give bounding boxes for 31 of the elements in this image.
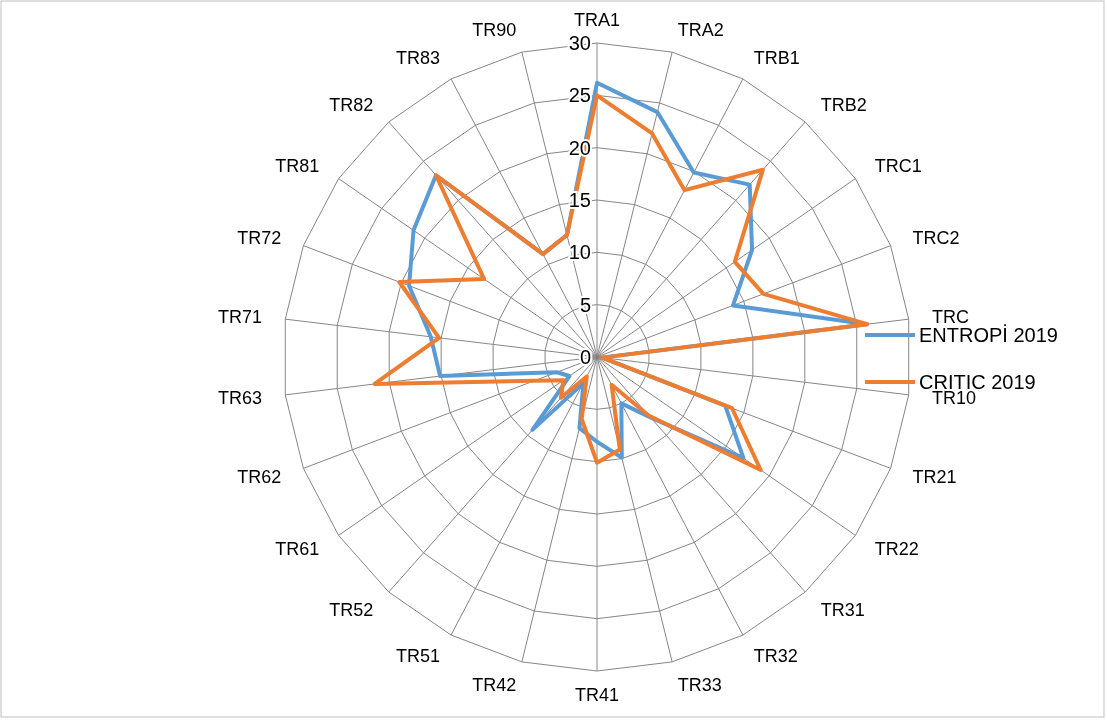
y-tick-label: 30	[568, 32, 591, 54]
spoke-label: TR81	[275, 155, 320, 176]
legend-label: ENTROPİ 2019	[919, 324, 1058, 346]
spoke-label: TRA1	[573, 9, 621, 30]
spoke-label: TR33	[677, 675, 722, 696]
y-tick-label: 10	[568, 241, 591, 264]
spoke-label: TR31	[820, 599, 865, 620]
spoke-label: TR21	[912, 467, 957, 487]
y-tick-label: 25	[568, 84, 591, 107]
spoke-label: TR82	[329, 94, 374, 115]
spoke-label: TR41	[574, 684, 620, 705]
y-tick-label: 5	[579, 293, 591, 316]
spoke-label: TR52	[329, 599, 374, 620]
spoke-label: TR72	[237, 227, 282, 248]
spoke-label: TR61	[275, 539, 320, 560]
spoke-label: TRC1	[874, 155, 922, 176]
y-tick-label: 0	[579, 346, 591, 368]
spoke-label: TRC	[932, 306, 970, 327]
spoke-label: TRA2	[677, 19, 724, 40]
spoke-label: TR51	[396, 646, 441, 667]
spoke-label: TRC2	[912, 227, 960, 248]
spoke-label: TR32	[753, 646, 798, 667]
spoke-label: TR63	[217, 387, 262, 408]
spoke-label: TR90	[472, 19, 517, 40]
spoke-label: TR22	[874, 539, 919, 560]
spoke-label: TRB2	[820, 94, 867, 115]
spoke-label: TR42	[472, 675, 517, 696]
spoke-label: TR83	[396, 48, 441, 69]
spoke-label: TR62	[237, 467, 282, 487]
spoke-label: TR71	[217, 306, 262, 327]
spoke-label: TRB1	[753, 48, 800, 69]
